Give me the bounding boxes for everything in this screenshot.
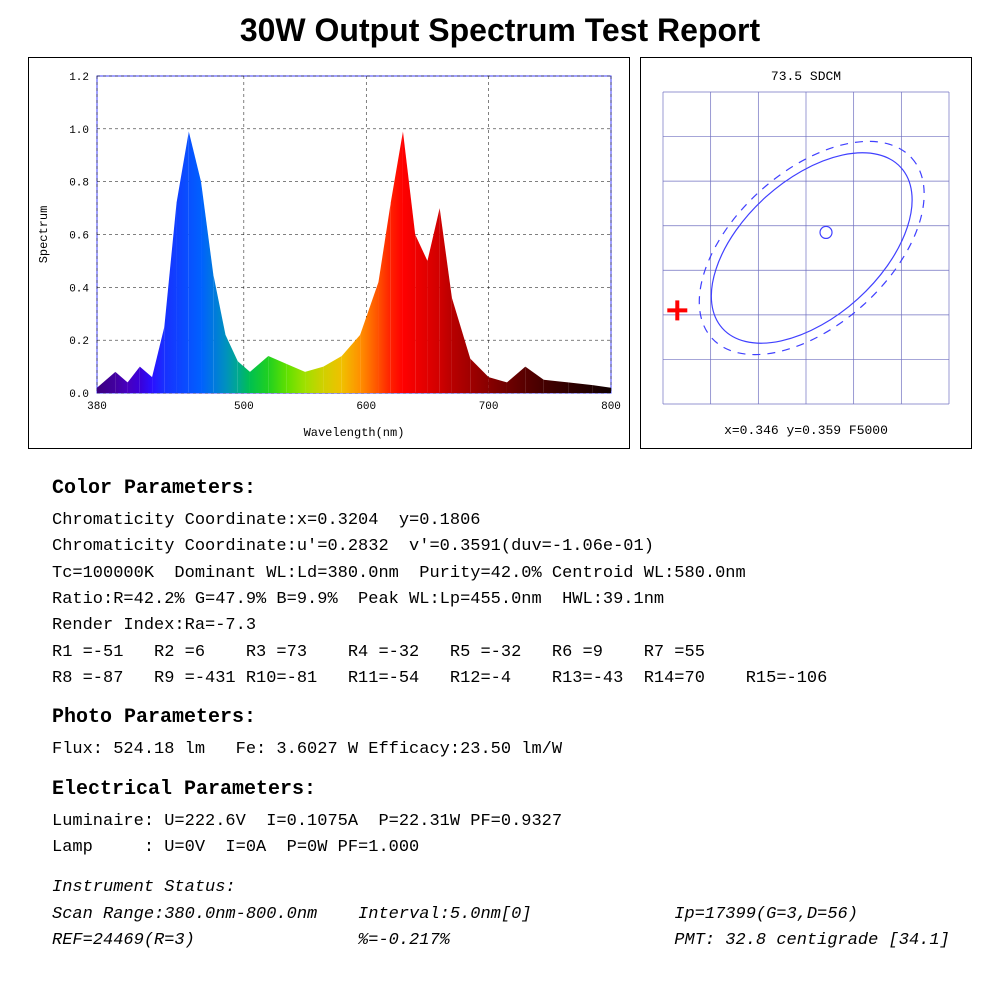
instrument-status: Instrument Status: Scan Range:380.0nm-80…: [52, 875, 960, 954]
svg-text:0.6: 0.6: [69, 231, 89, 243]
parameters-section: Color Parameters: Chromaticity Coordinat…: [0, 449, 1000, 954]
svg-text:1.2: 1.2: [69, 72, 89, 84]
svg-text:0.8: 0.8: [69, 178, 89, 190]
color-params-heading: Color Parameters:: [52, 473, 960, 504]
svg-text:600: 600: [356, 401, 376, 413]
color-param-line: Ratio:R=42.2% G=47.9% B=9.9% Peak WL:Lp=…: [52, 587, 960, 613]
color-param-line: Tc=100000K Dominant WL:Ld=380.0nm Purity…: [52, 561, 960, 587]
status-line: Scan Range:380.0nm-800.0nm Interval:5.0n…: [52, 902, 960, 928]
svg-text:0.2: 0.2: [69, 336, 89, 348]
color-param-line: R8 =-87 R9 =-431 R10=-81 R11=-54 R12=-4 …: [52, 666, 960, 692]
svg-text:Wavelength(nm): Wavelength(nm): [304, 426, 405, 440]
electrical-params-heading: Electrical Parameters:: [52, 774, 960, 805]
color-param-line: Render Index:Ra=-7.3: [52, 613, 960, 639]
photo-param-line: Flux: 524.18 lm Fe: 3.6027 W Efficacy:23…: [52, 737, 960, 763]
color-param-line: Chromaticity Coordinate:u'=0.2832 v'=0.3…: [52, 534, 960, 560]
color-param-line: Chromaticity Coordinate:x=0.3204 y=0.180…: [52, 508, 960, 534]
svg-text:0.4: 0.4: [69, 283, 89, 295]
charts-row: 380 500 600 700 800 0.0 0.2 0.4 0.6 0.8 1.0 1.2 Wave…: [0, 57, 1000, 449]
svg-text:380: 380: [87, 401, 107, 413]
electrical-param-line: Luminaire: U=222.6V I=0.1075A P=22.31W P…: [52, 809, 960, 835]
svg-text:73.5 SDCM: 73.5 SDCM: [771, 69, 841, 84]
photo-params-heading: Photo Parameters:: [52, 702, 960, 733]
svg-text:1.0: 1.0: [69, 125, 89, 137]
svg-text:700: 700: [479, 401, 499, 413]
color-param-line: R1 =-51 R2 =6 R3 =73 R4 =-32 R5 =-32 R6 …: [52, 640, 960, 666]
svg-text:500: 500: [234, 401, 254, 413]
page-title: 30W Output Spectrum Test Report: [0, 0, 1000, 57]
svg-text:x=0.346 y=0.359 F5000: x=0.346 y=0.359 F5000: [724, 423, 888, 438]
sdcm-chart: 73.5 SDCM x=0.346 y=0.359 F5000: [640, 57, 972, 449]
status-line: REF=24469(R=3) %=-0.217% PMT: 32.8 centi…: [52, 928, 960, 954]
svg-text:0.0: 0.0: [69, 389, 89, 401]
svg-text:800: 800: [601, 401, 621, 413]
status-heading: Instrument Status:: [52, 875, 960, 901]
electrical-param-line: Lamp : U=0V I=0A P=0W PF=1.000: [52, 835, 960, 861]
svg-text:Spectrum: Spectrum: [37, 206, 51, 264]
spectrum-chart: 380 500 600 700 800 0.0 0.2 0.4 0.6 0.8 1.0 1.2 Wave…: [28, 57, 630, 449]
